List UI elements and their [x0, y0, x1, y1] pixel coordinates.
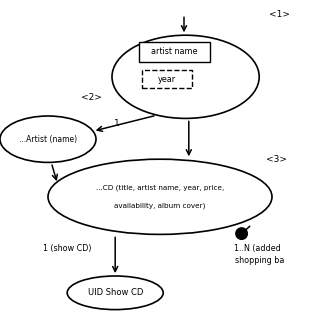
Text: 1..N (added: 1..N (added [234, 244, 280, 252]
Text: <2>: <2> [81, 93, 102, 102]
Ellipse shape [48, 159, 272, 234]
Bar [139, 42, 210, 62]
Ellipse shape [0, 116, 96, 163]
Text: availability, album cover): availability, album cover) [114, 203, 206, 209]
Text: 1 (show CD): 1 (show CD) [43, 244, 92, 252]
Ellipse shape [67, 276, 163, 310]
Text: artist name: artist name [151, 47, 198, 57]
Text: <3>: <3> [266, 156, 287, 164]
Text: shopping ba: shopping ba [235, 256, 284, 265]
Text: year: year [158, 75, 176, 84]
Ellipse shape [112, 35, 259, 118]
Bar [142, 70, 192, 88]
Text: <1>: <1> [269, 10, 291, 19]
Circle shape [236, 228, 247, 239]
Text: ...CD (title, artist name, year, price,: ...CD (title, artist name, year, price, [96, 185, 224, 191]
Text: UID Show CD: UID Show CD [87, 288, 143, 297]
Text: ...Artist (name): ...Artist (name) [19, 135, 77, 144]
Text: 1: 1 [114, 119, 120, 128]
